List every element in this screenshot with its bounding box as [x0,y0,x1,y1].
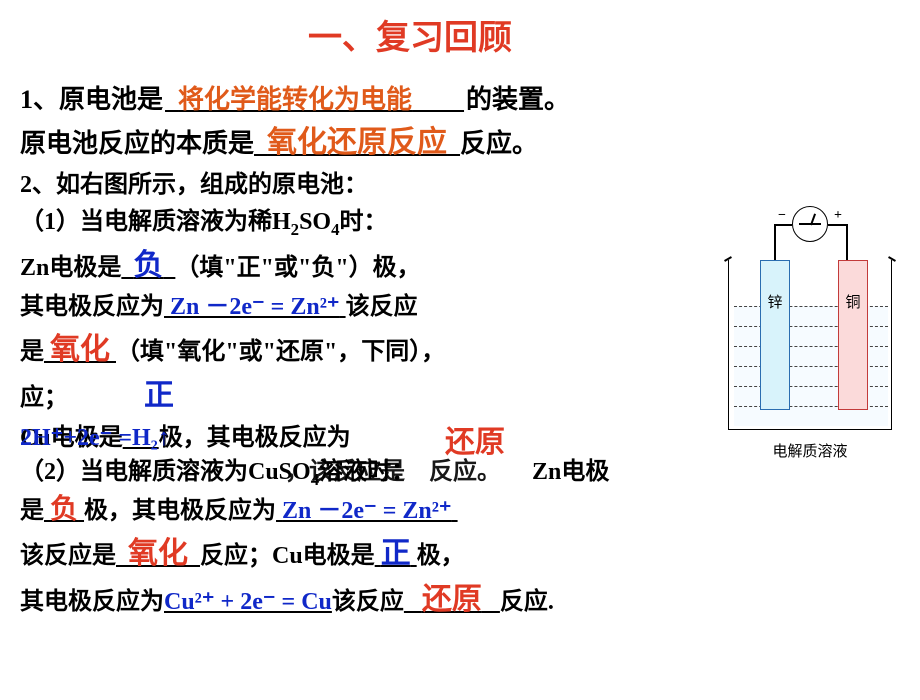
p1-zneq-suffix: 该反应 [346,294,418,320]
p2-cutype: 还原 [422,583,482,616]
p2-typeprefix: 该反应是 [20,543,116,569]
q2-p2-header: （2）当电解质溶液为CuSO4溶液时： ，该反应是 反应。 Zn电极 [20,454,720,488]
p1-typehint: （填"氧化"或"还原"，下同） [116,339,421,365]
p1-zn-polarity: 负 [133,249,163,282]
q1-blank2: 氧化还原反应 [254,129,460,158]
q1-after1: 的装置。 [466,85,570,114]
title-text: 一、复习回顾 [308,20,512,57]
q1-l2-prefix: 原电池反应的本质是 [20,129,254,158]
p2-zn-blank: 负 [44,498,84,524]
p1-open: （1）当电解质溶液为稀H [20,209,291,235]
p1-zntype: 氧化 [50,333,110,366]
p2-typesuffix: 极， [417,543,465,569]
q2-intro-text: 2、如右图所示，组成的原电池： [20,172,368,198]
wire-right-v [846,224,848,260]
p2-cupol-blank: 正 [375,543,417,569]
p2-cupol: 正 [381,537,411,570]
diagram-caption: 电解质溶液 [720,440,900,461]
p2-cueq-blank: Cu²⁺ + 2e⁻ = Cu [164,589,332,615]
p2-zntype: 氧化 [128,537,188,570]
q1-blank1: 将化学能转化为电能 [163,85,466,114]
p1-shi: 是 [20,339,44,365]
galvanic-cell-diagram: − + 锌 铜 电解质溶液 [720,200,900,460]
p2-open: （2）当电解质溶液为CuSO [20,459,311,485]
p1-zn-prefix: Zn电极是 [20,255,121,281]
q1-l2-suffix: 反应。 [460,129,538,158]
q2-p1-cu: Cu电极是 极，其电极反应为 2H⁺+2e⁻ =H₂↑ 还原 [20,420,720,454]
q1-line1: 1、原电池是 将化学能转化为电能 的装置。 [20,80,720,120]
q2-p1-type: 是 氧化 （填"氧化"或"还原"，下同）， [20,327,720,374]
plus-sign: + [834,208,842,224]
p2-znpol: 负 [50,494,78,525]
p2-cueq-suffix: 该反应 [332,589,404,615]
p1-tail: ，该反应是 [285,459,405,485]
q2-p1-ying: 应； 正 [20,373,720,420]
p2-shi: 是 [20,498,44,524]
p2-overlay: ，该反应是 反应。 [285,454,501,491]
content-body: 1、原电池是 将化学能转化为电能 的装置。 原电池反应的本质是 氧化还原反应 反… [20,80,720,624]
q2-p2-zn: 是 负 极，其电极反应为 Zn －2e⁻ = Zn²⁺ [20,488,720,531]
q2-intro: 2、如右图所示，组成的原电池： [20,167,720,204]
p2-typemid: 反应；Cu电极是 [200,543,375,569]
q1-line2: 原电池反应的本质是 氧化还原反应 反应。 [20,120,720,167]
q2-p1-zneq: 其电极反应为 Zn －2e⁻ = Zn²⁺ 该反应 [20,289,720,326]
p2-final: 反应. [500,589,554,615]
p1-zn-hint: （填"正"或"负"）极， [175,255,420,281]
wire-right-h [828,224,846,226]
p1-cu-b: 极，其电极反应为 [159,425,351,451]
p1-heq: 2H⁺+2e⁻ =H₂↑ [20,420,170,457]
q2-p2-types: 该反应是 氧化 反应；Cu电极是 正 极， [20,531,720,578]
p1-cu-polarity-float: 正 [144,379,174,412]
p2-zneq-blank: Zn －2e⁻ = Zn²⁺ [276,498,458,524]
p1-typehint-tail: ， [421,339,445,365]
p1-zneq: Zn －2e⁻ = Zn²⁺ [170,294,340,320]
q2-p2-cueq: 其电极反应为Cu²⁺ + 2e⁻ = Cu该反应 还原 反应. [20,577,720,624]
p1-ying: 应； [20,385,68,411]
zinc-electrode: 锌 [760,260,790,410]
zinc-label: 锌 [767,295,782,311]
p2-zntype-blank: 氧化 [116,543,200,569]
minus-sign: − [778,208,786,224]
p2-cutype-blank: 还原 [404,589,500,615]
p1-zntype-blank: 氧化 [44,339,116,365]
p2-cueq-prefix: 其电极反应为 [20,589,164,615]
p2-znlabel: Zn电极 [532,454,609,491]
p1-zn-blank: 负 [121,255,175,281]
p1-zneq-prefix: 其电极反应为 [20,294,164,320]
copper-label: 铜 [845,295,860,311]
copper-electrode: 铜 [838,260,868,410]
p1-close: 时： [339,209,387,235]
p2-znafter: 极，其电极反应为 [84,498,276,524]
q1-blank2-text: 氧化还原反应 [267,126,447,159]
p2-zneq: Zn －2e⁻ = Zn²⁺ [282,498,452,524]
wire-left-v [774,224,776,260]
p2-cueq: Cu²⁺ + 2e⁻ = Cu [164,589,332,615]
wire-left-h [774,224,792,226]
p1-mid: SO [299,209,331,235]
p1-tailb: 反应。 [429,459,501,485]
ammeter-icon [792,206,828,242]
q2-p1-zn: Zn电极是 负 （填"正"或"负"）极， [20,243,720,290]
q1-prefix: 1、原电池是 [20,85,163,114]
q2-p1-header: （1）当电解质溶液为稀H2SO4时： [20,204,720,243]
q1-blank1-text: 将化学能转化为电能 [178,85,412,114]
page-title: 一、复习回顾 [0,10,920,59]
p1-sub1: 2 [291,220,299,239]
p1-zneq-blank: Zn －2e⁻ = Zn²⁺ [164,294,346,320]
